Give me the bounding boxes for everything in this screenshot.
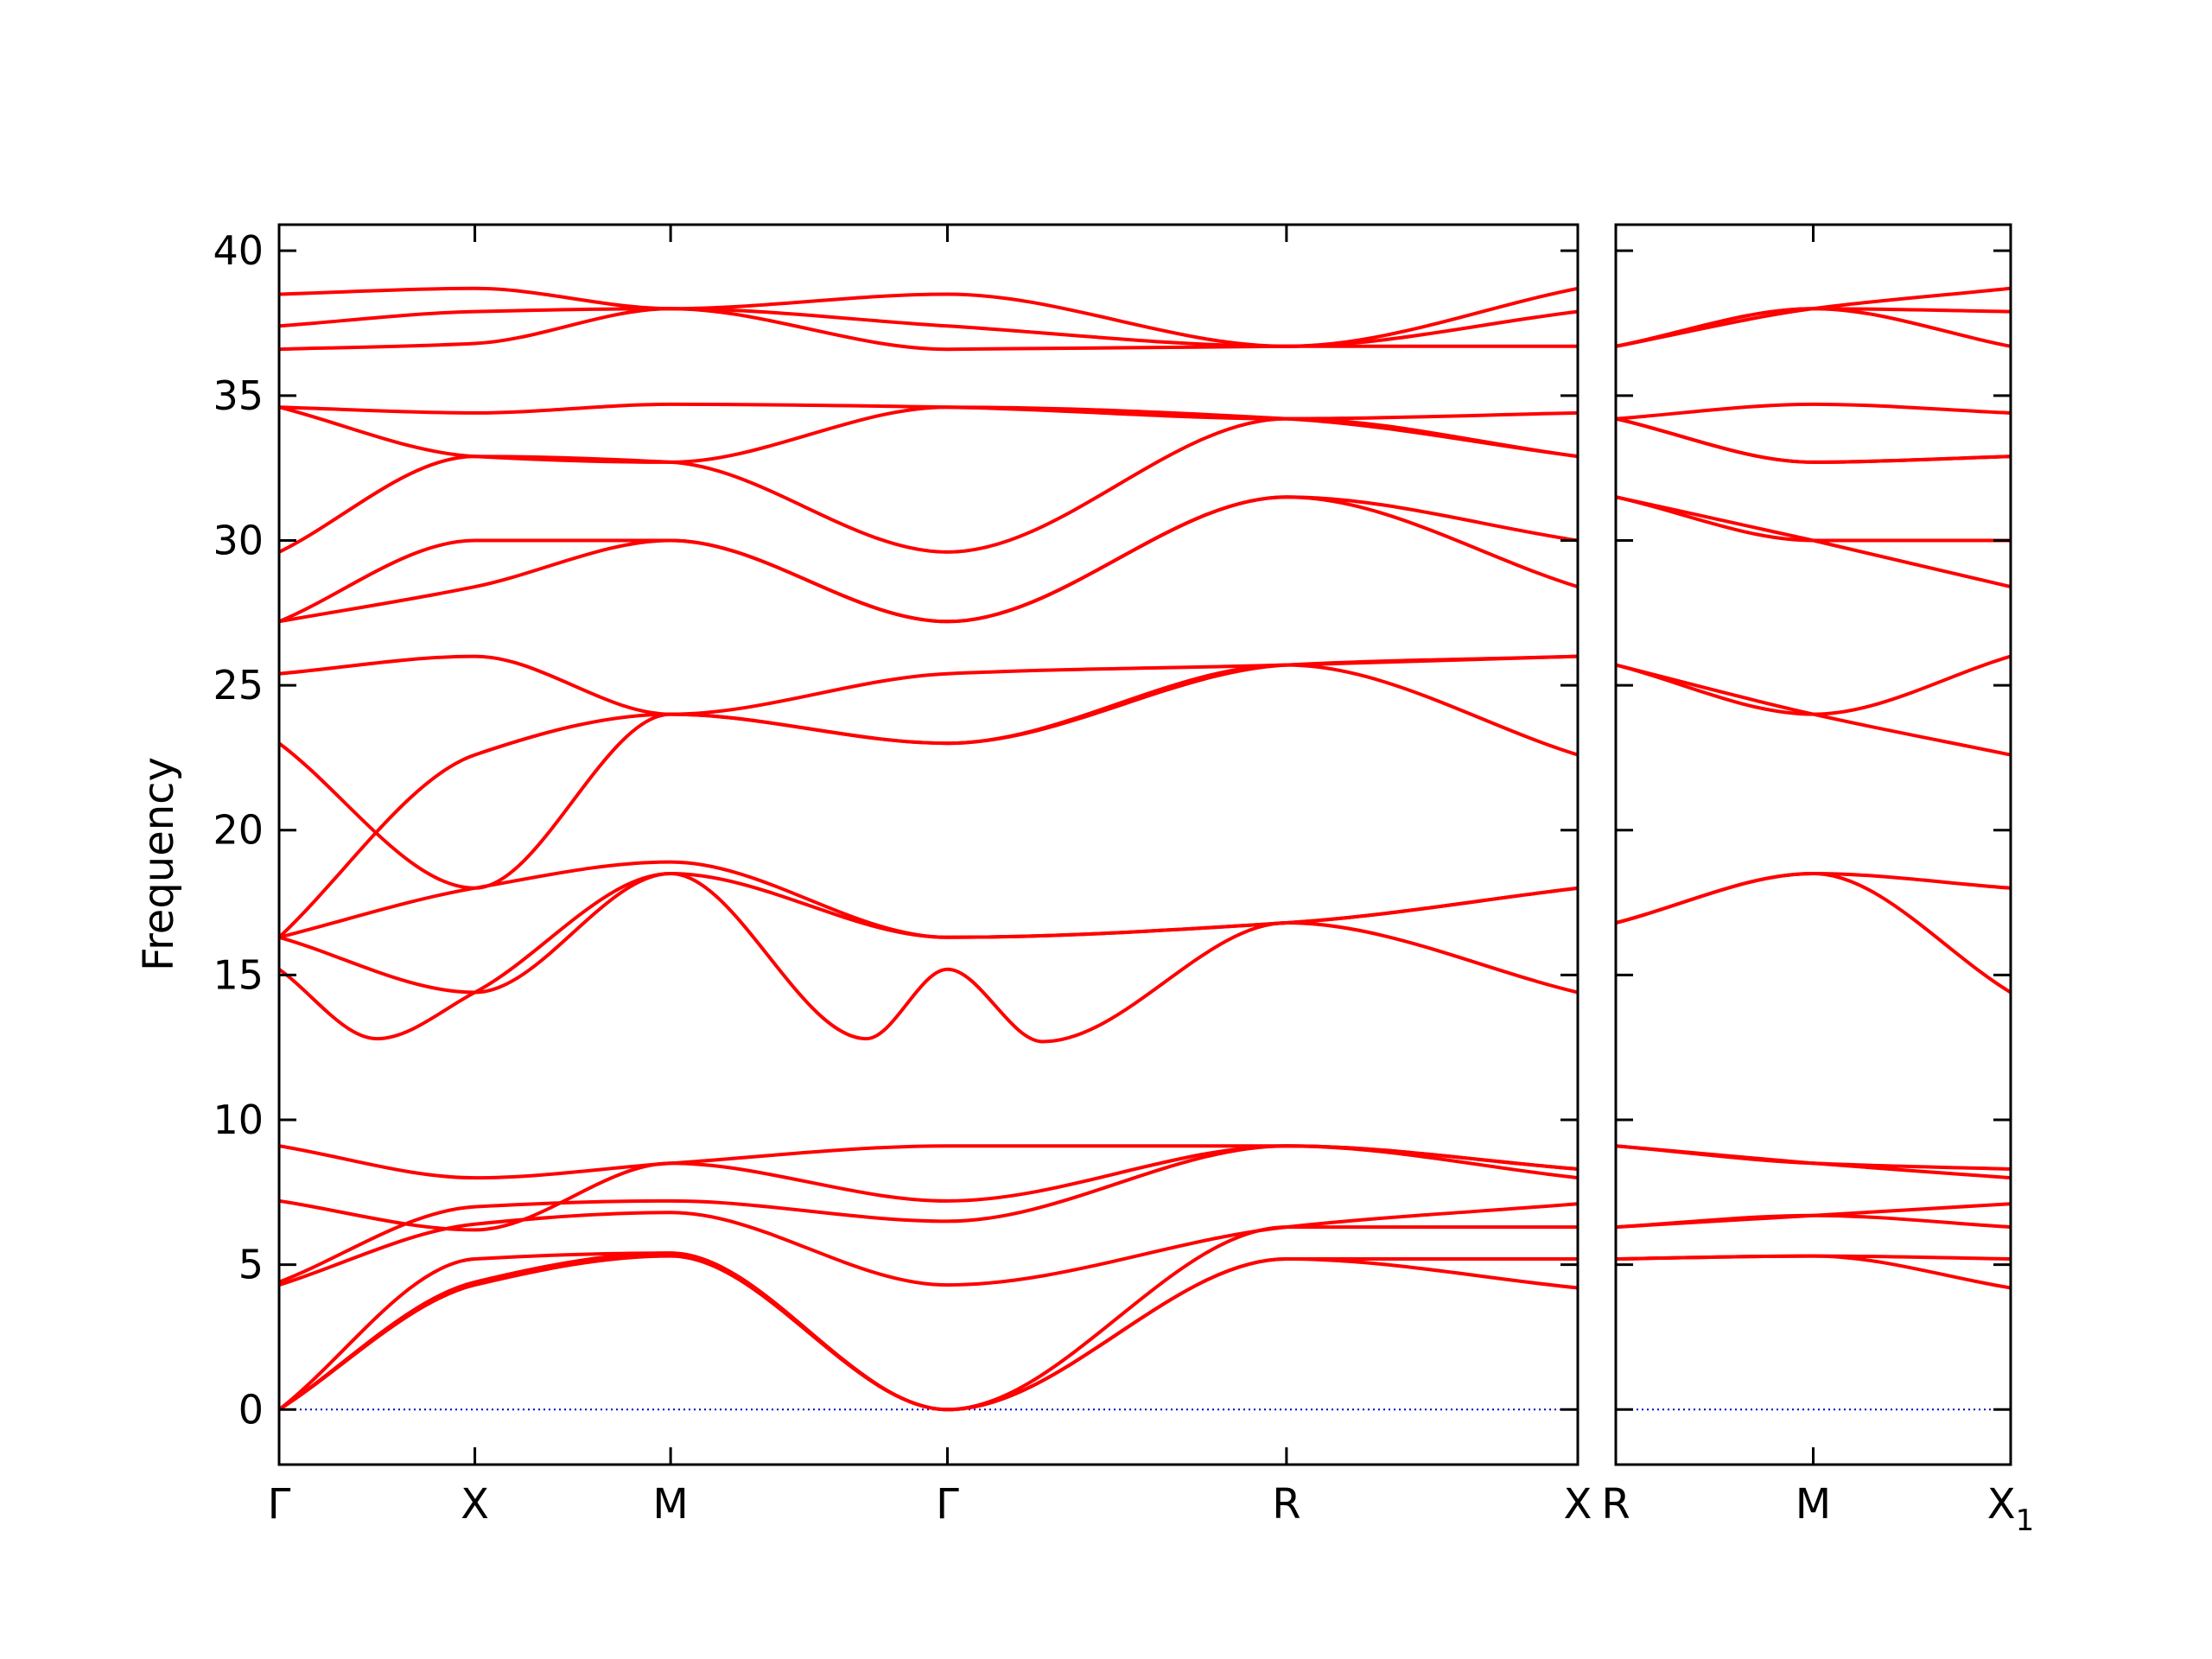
x-tick-label: Γ — [268, 1480, 291, 1529]
y-tick-label: 25 — [213, 662, 264, 709]
band-line-14 — [279, 495, 1578, 624]
y-tick-label: 15 — [213, 951, 264, 998]
x-tick-label-text: Γ — [268, 1480, 291, 1529]
band-line-3 — [279, 1225, 1578, 1412]
band-line-17 — [1616, 307, 2011, 348]
band-line-18 — [279, 402, 1578, 421]
x-tick-label: Γ — [936, 1480, 959, 1529]
band-line-2 — [279, 1251, 1578, 1412]
band-panel-2: R M X1 — [1601, 223, 2035, 1538]
x-tick-label-subscript: 1 — [2016, 1503, 2035, 1538]
band-line-4 — [279, 1202, 1578, 1287]
band-line-8 — [1616, 872, 2011, 925]
x-tick-label: X1 — [1987, 1480, 2035, 1538]
x-tick-label-text: M — [1796, 1480, 1831, 1529]
band-line-10 — [1616, 654, 2011, 716]
y-axis-label: Frequency — [135, 757, 183, 971]
band-line-15 — [1616, 402, 2011, 421]
band-line-2 — [1616, 1254, 2011, 1261]
band-line-7 — [1616, 872, 2011, 995]
x-tick-label-text: X — [1564, 1480, 1592, 1529]
band-line-12 — [279, 654, 1578, 890]
band-lines — [279, 286, 1578, 1412]
band-line-10 — [279, 860, 1578, 939]
x-tick-label-text: Γ — [936, 1480, 959, 1529]
band-line-16 — [279, 416, 1578, 554]
x-tick-label: X — [461, 1480, 489, 1529]
y-tick-label: 30 — [213, 517, 264, 563]
x-tick-label: M — [1796, 1480, 1831, 1529]
band-line-14 — [1616, 416, 2011, 464]
band-line-20 — [279, 307, 1578, 348]
band-line-1 — [279, 1254, 1578, 1412]
band-line-5 — [279, 1144, 1578, 1284]
band-line-13 — [279, 654, 1578, 716]
band-line-7 — [279, 1144, 1578, 1180]
band-line-17 — [279, 405, 1578, 464]
band-panel-1: 0 5 10 15 20 25 30 35 40 Γ X M Γ R X — [213, 223, 1592, 1529]
y-tick-label: 40 — [213, 227, 264, 274]
band-line-16 — [1616, 307, 2011, 348]
band-line-4 — [1616, 1202, 2011, 1230]
plot-frame — [277, 223, 1580, 1466]
y-tick-label: 35 — [213, 372, 264, 419]
x-tick-label-text: R — [1601, 1480, 1630, 1529]
band-line-11 — [279, 663, 1578, 939]
y-tick-label: 5 — [238, 1242, 264, 1288]
x-tick-label-text: R — [1272, 1480, 1300, 1529]
band-line-8 — [279, 872, 1578, 1044]
x-tick-label: X — [1564, 1480, 1592, 1529]
band-line-21 — [279, 286, 1578, 348]
band-line-3 — [1616, 1213, 2011, 1230]
band-line-13 — [1616, 416, 2011, 464]
y-tick-label: 20 — [213, 807, 264, 854]
x-tick-label-text: X — [1987, 1480, 2016, 1529]
x-tick-label-text: X — [461, 1480, 489, 1529]
band-line-9 — [279, 872, 1578, 995]
y-tick-label: 10 — [213, 1096, 264, 1143]
band-lines — [1616, 286, 2011, 1290]
band-line-12 — [1616, 495, 2011, 543]
x-tick-label: R — [1601, 1480, 1630, 1529]
x-tick-label-text: M — [652, 1480, 688, 1529]
band-line-6 — [1616, 1144, 2011, 1171]
y-tick-label: 0 — [238, 1386, 264, 1433]
x-tick-label: M — [652, 1480, 688, 1529]
x-tick-label: R — [1272, 1480, 1300, 1529]
band-line-15 — [279, 495, 1578, 624]
band-line-1 — [1616, 1254, 2011, 1290]
band-line-19 — [279, 307, 1578, 352]
band-line-18 — [1616, 286, 2011, 348]
